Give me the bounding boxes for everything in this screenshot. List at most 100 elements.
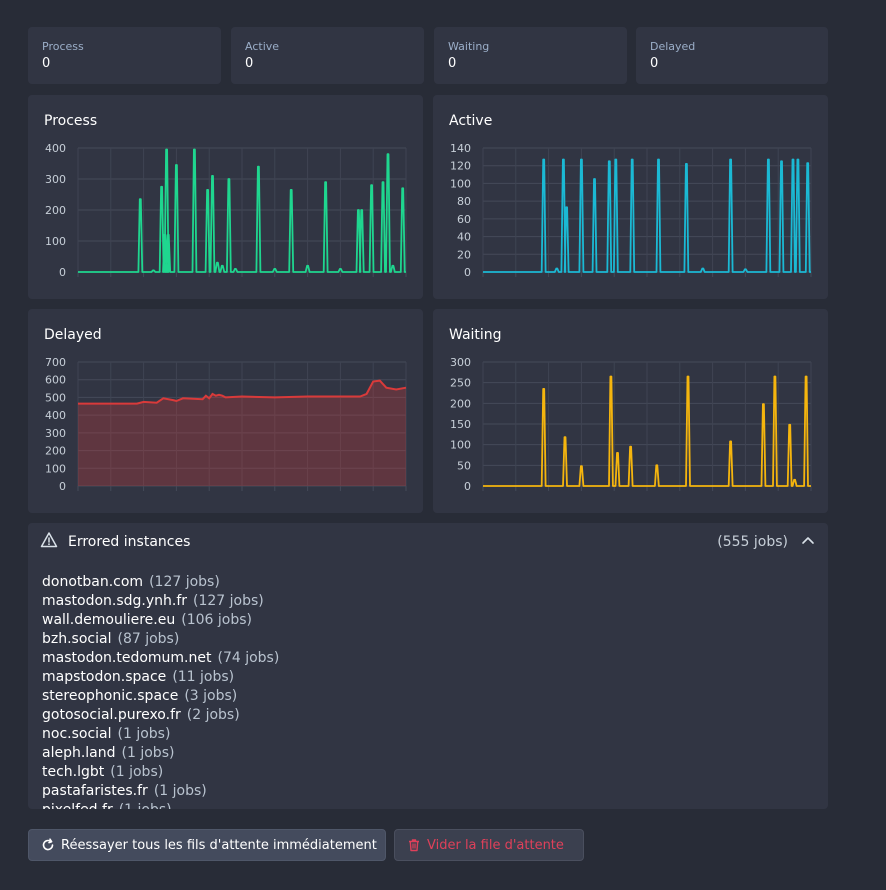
process-chart: 400 300 200 100 0 <box>45 142 407 279</box>
instance-job-count: (74 jobs) <box>217 650 280 666</box>
errored-instances-panel: Errored instances (555 jobs) donotban.co… <box>28 523 828 809</box>
errored-instance-item: mapstodon.space (11 jobs) <box>42 669 802 688</box>
instance-job-count: (106 jobs) <box>181 612 252 628</box>
errored-instances-list: donotban.com (127 jobs) mastodon.sdg.ynh.f… <box>42 574 802 809</box>
retry-all-label: Réessayer tous les fils d'attente immédi… <box>61 837 377 853</box>
y-tick-label: 50 <box>457 459 471 472</box>
active-chart-card: Active 140 120 100 80 60 40 20 0 <box>433 95 828 299</box>
series-line <box>78 379 407 405</box>
stat-label: Active <box>245 40 280 53</box>
instance-domain: aleph.land <box>42 745 116 761</box>
series-line <box>483 375 811 487</box>
y-tick-label: 200 <box>450 397 471 410</box>
y-tick-label: 80 <box>457 195 471 208</box>
warning-icon <box>40 531 58 553</box>
instance-job-count: (87 jobs) <box>117 631 180 647</box>
y-tick-label: 600 <box>45 374 66 387</box>
instance-domain: pastafaristes.fr <box>42 783 148 799</box>
errored-instance-item: tech.lgbt (1 jobs) <box>42 764 802 783</box>
stat-label: Waiting <box>448 40 490 53</box>
y-tick-label: 400 <box>45 142 66 155</box>
instance-job-count: (127 jobs) <box>193 593 264 609</box>
waiting-chart-card: Waiting 300 250 200 150 100 50 0 <box>433 309 828 513</box>
errored-instance-item: stereophonic.space (3 jobs) <box>42 688 802 707</box>
errored-instance-item: donotban.com (127 jobs) <box>42 574 802 593</box>
y-tick-label: 700 <box>45 356 66 369</box>
trash-icon <box>407 838 421 852</box>
errored-instances-title: Errored instances <box>68 534 191 550</box>
errored-instance-item: wall.demouliere.eu (106 jobs) <box>42 612 802 631</box>
retry-all-button[interactable]: Réessayer tous les fils d'attente immédi… <box>28 829 386 861</box>
y-tick-label: 200 <box>45 204 66 217</box>
chart-title: Delayed <box>44 327 102 343</box>
errored-instance-item: mastodon.tedomum.net (74 jobs) <box>42 650 802 669</box>
clear-queue-button[interactable]: Vider la file d'attente <box>394 829 584 861</box>
y-tick-label: 300 <box>450 356 471 369</box>
y-tick-label: 0 <box>464 480 471 493</box>
instance-domain: tech.lgbt <box>42 764 105 780</box>
instance-job-count: (1 jobs) <box>117 726 171 742</box>
series-area <box>78 380 406 486</box>
y-tick-label: 120 <box>450 160 471 173</box>
y-tick-label: 140 <box>450 142 471 155</box>
stat-value: 0 <box>448 56 457 71</box>
series-line <box>483 158 811 273</box>
instance-job-count: (1 jobs) <box>119 802 172 809</box>
refresh-icon <box>41 838 55 852</box>
instance-job-count: (11 jobs) <box>172 669 235 685</box>
instance-job-count: (2 jobs) <box>186 707 240 723</box>
errored-instance-item: noc.social (1 jobs) <box>42 726 802 745</box>
y-tick-label: 300 <box>45 173 66 186</box>
y-tick-label: 400 <box>45 409 66 422</box>
instance-domain: pixelfed.fr <box>42 802 113 809</box>
errored-instance-item: aleph.land (1 jobs) <box>42 745 802 764</box>
y-tick-label: 20 <box>457 248 471 261</box>
errored-instance-item: mastodon.sdg.ynh.fr (127 jobs) <box>42 593 802 612</box>
stat-value: 0 <box>42 56 51 71</box>
instance-job-count: (1 jobs) <box>153 783 207 799</box>
errored-instance-item: pixelfed.fr (1 jobs) <box>42 802 802 809</box>
stat-delayed: Delayed 0 <box>636 27 828 84</box>
stat-label: Process <box>42 40 84 53</box>
instance-domain: gotosocial.purexo.fr <box>42 707 181 723</box>
y-tick-label: 100 <box>45 462 66 475</box>
errored-instances-header[interactable]: Errored instances (555 jobs) <box>28 523 828 563</box>
stat-value: 0 <box>650 56 659 71</box>
instance-domain: donotban.com <box>42 574 144 590</box>
instance-job-count: (127 jobs) <box>149 574 220 590</box>
y-tick-label: 100 <box>450 439 471 452</box>
delayed-chart: 700 600 500 400 300 200 100 0 <box>45 356 407 493</box>
instance-job-count: (3 jobs) <box>184 688 238 704</box>
chart-title: Active <box>449 113 493 129</box>
errored-jobs-total: (555 jobs) <box>717 534 788 550</box>
errored-instance-item: bzh.social (87 jobs) <box>42 631 802 650</box>
y-tick-label: 200 <box>45 445 66 458</box>
y-tick-label: 100 <box>45 235 66 248</box>
process-chart-card: Process 400 300 200 100 0 <box>28 95 423 299</box>
y-tick-label: 40 <box>457 231 471 244</box>
waiting-chart: 300 250 200 150 100 50 0 <box>450 356 812 493</box>
stat-label: Delayed <box>650 40 696 53</box>
stat-waiting: Waiting 0 <box>434 27 627 84</box>
stat-value: 0 <box>245 56 254 71</box>
chevron-up-icon[interactable] <box>800 532 816 552</box>
series-line <box>78 148 406 273</box>
active-chart: 140 120 100 80 60 40 20 0 <box>450 142 812 279</box>
y-tick-label: 150 <box>450 418 471 431</box>
instance-domain: mastodon.tedomum.net <box>42 650 212 666</box>
stat-process: Process 0 <box>28 27 221 84</box>
instance-job-count: (1 jobs) <box>110 764 164 780</box>
y-tick-label: 0 <box>59 266 66 279</box>
instance-job-count: (1 jobs) <box>121 745 175 761</box>
y-tick-label: 0 <box>464 266 471 279</box>
y-tick-label: 300 <box>45 427 66 440</box>
clear-queue-label: Vider la file d'attente <box>427 837 564 853</box>
instance-domain: stereophonic.space <box>42 688 179 704</box>
instance-domain: bzh.social <box>42 631 112 647</box>
instance-domain: mapstodon.space <box>42 669 167 685</box>
y-tick-label: 0 <box>59 480 66 493</box>
y-tick-label: 500 <box>45 391 66 404</box>
y-tick-label: 250 <box>450 377 471 390</box>
instance-domain: noc.social <box>42 726 112 742</box>
delayed-chart-card: Delayed 700 600 500 400 300 200 100 0 <box>28 309 423 513</box>
